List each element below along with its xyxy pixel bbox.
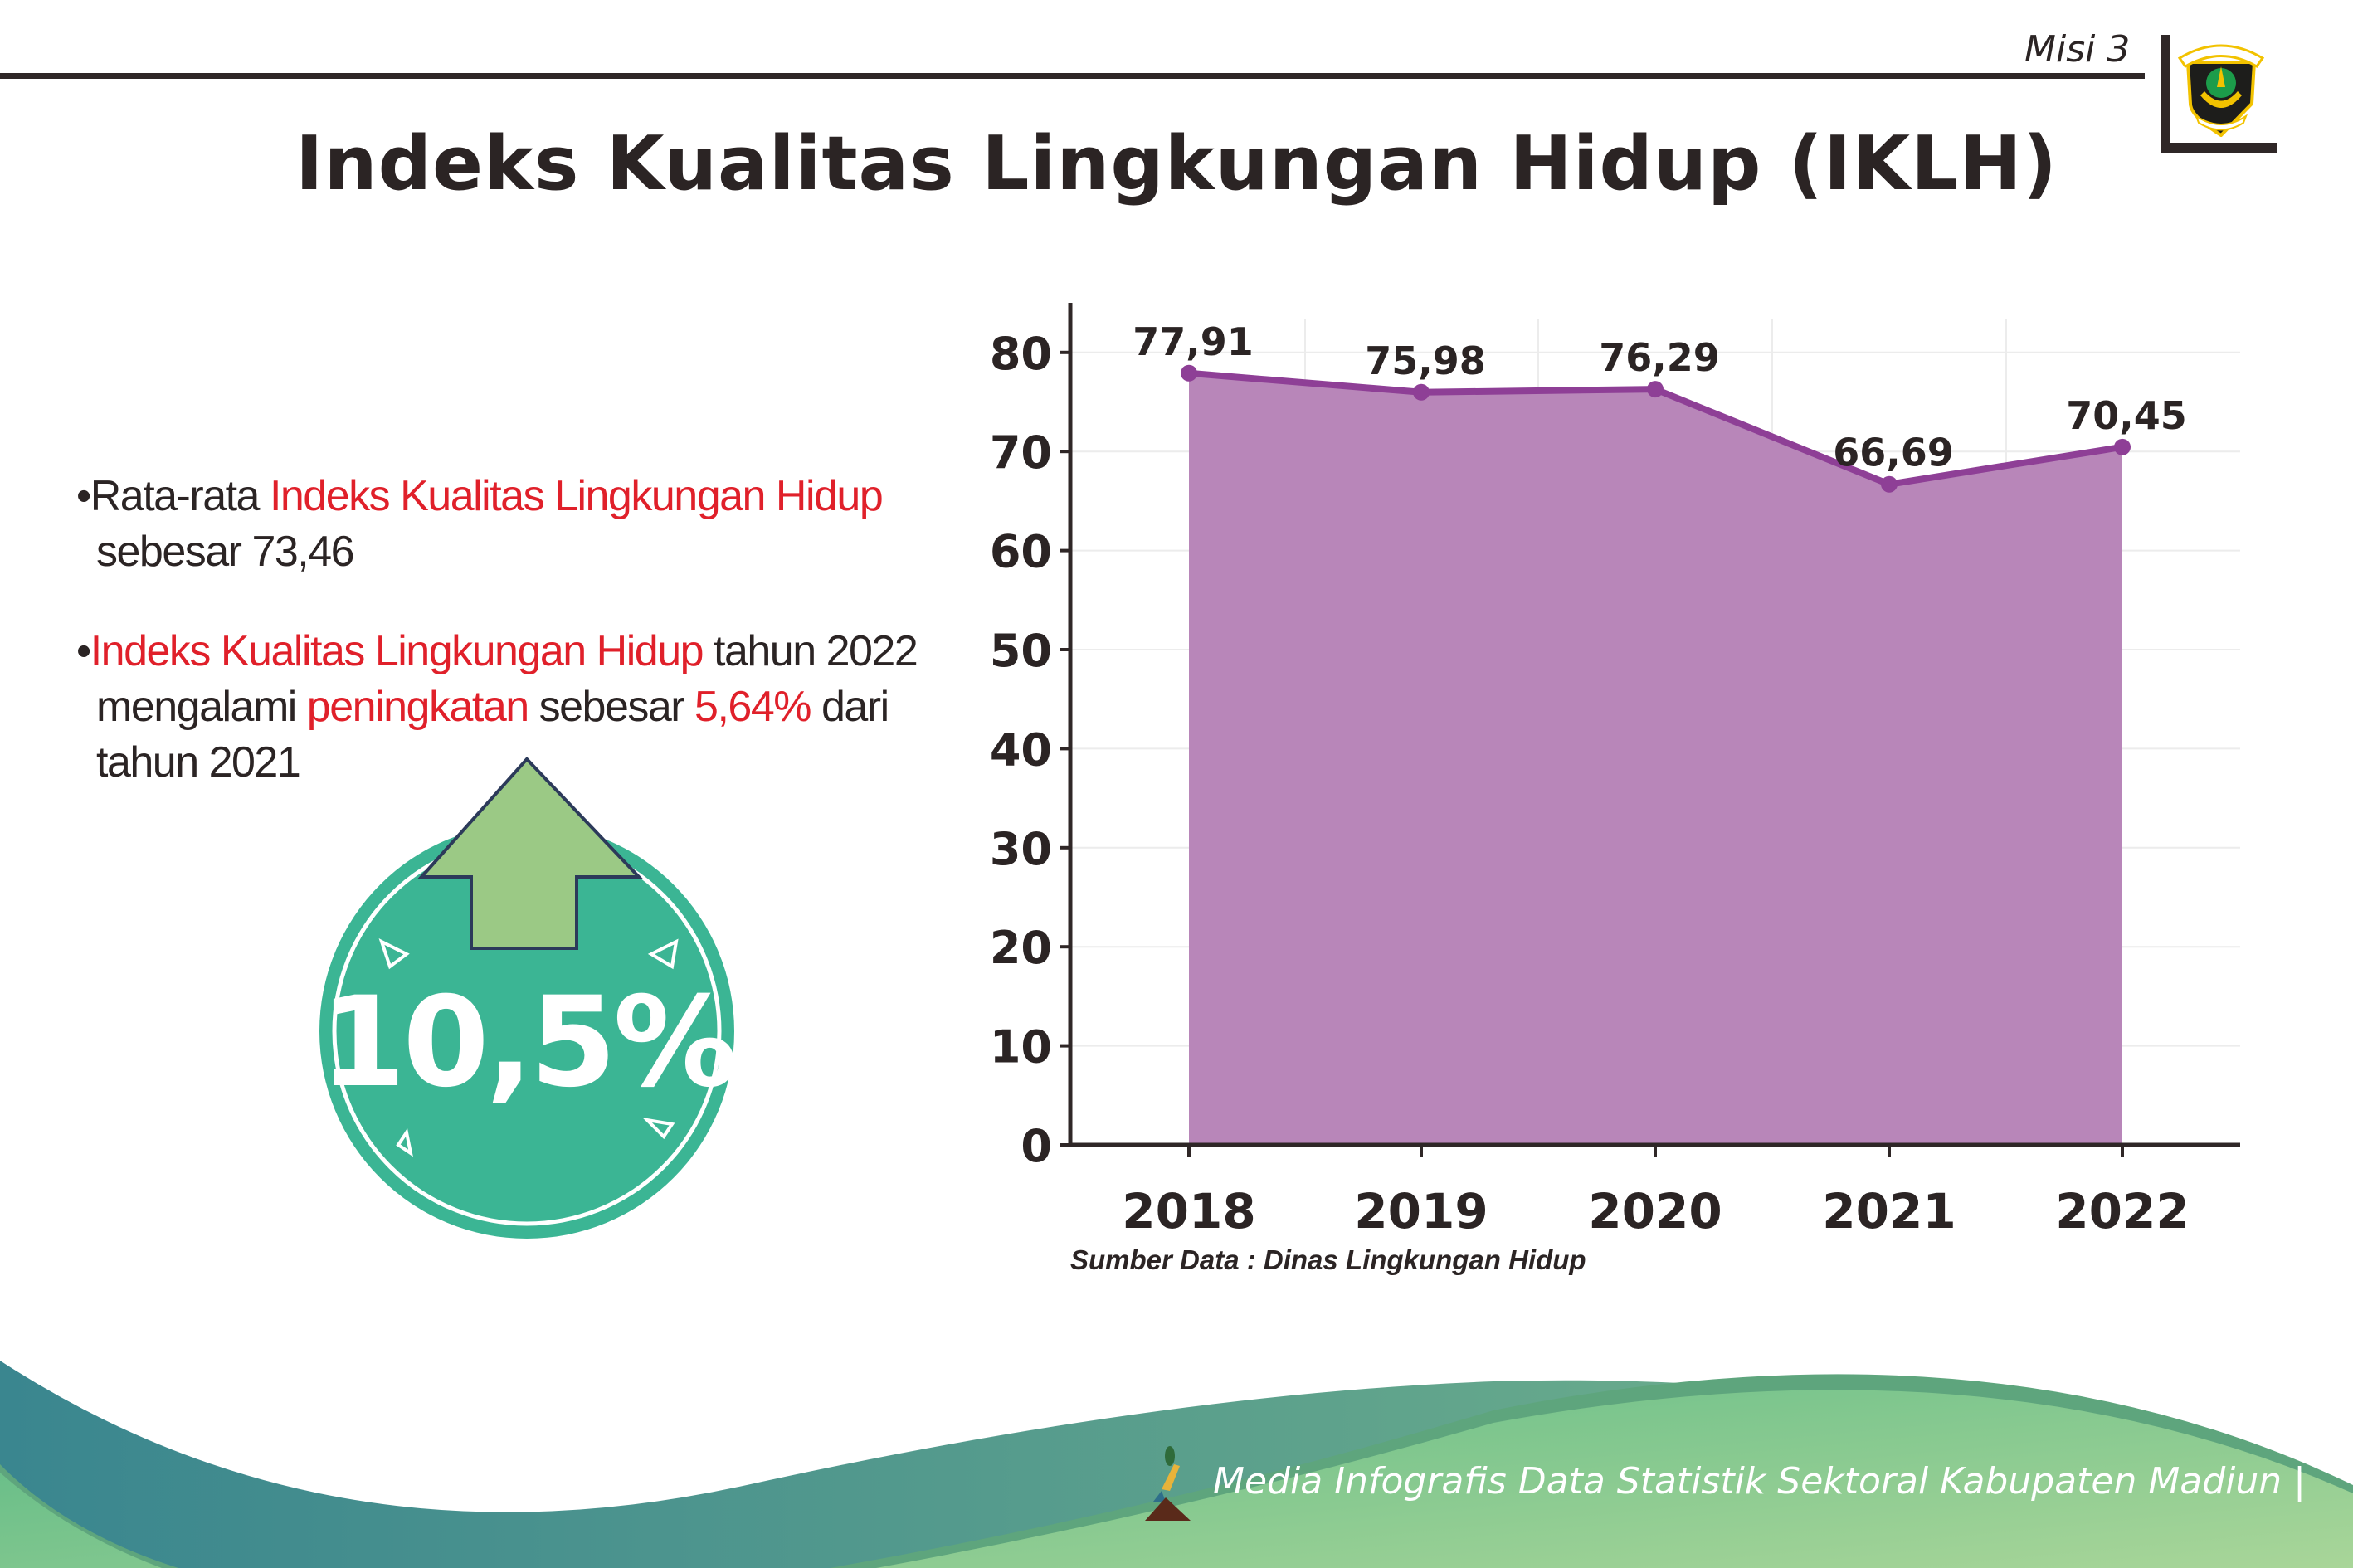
data-source: Sumber Data : Dinas Lingkungan Hidup [1070, 1244, 1586, 1275]
bullet-text: Rata-rata [90, 472, 270, 520]
x-tick-label: 2018 [1122, 1183, 1255, 1236]
bullet-text: tahun 2022 [703, 627, 918, 675]
data-point [1881, 475, 1898, 493]
y-tick-label: 80 [990, 328, 1052, 380]
growth-value: 10,5% [319, 971, 738, 1115]
bullet-highlight: Indeks Kualitas Lingkungan Hidup [90, 627, 704, 675]
bullet-text: tahun 2021 [96, 738, 301, 786]
header-bracket-base [2161, 143, 2277, 153]
y-tick-label: 50 [990, 625, 1052, 677]
bullet-highlight: 5,64% [694, 683, 811, 731]
bullet-highlight: Indeks Kualitas Lingkungan Hidup [269, 472, 884, 520]
bullet-increase: •Indeks Kualitas Lingkungan Hidup tahun … [76, 624, 939, 791]
data-label: 75,98 [1365, 338, 1486, 383]
growth-badge [319, 757, 734, 1239]
bullet-text: sebesar 73,46 [96, 528, 355, 576]
footer-text: Media Infografis Data Statistik Sektoral… [1213, 1460, 2306, 1502]
x-tick-label: 2021 [1822, 1183, 1956, 1236]
x-tick-label: 2019 [1354, 1183, 1488, 1236]
kabupaten-madiun-emblem [2177, 44, 2265, 137]
data-point [1413, 383, 1430, 401]
mascot-logo [1145, 1446, 1191, 1521]
y-tick-label: 30 [990, 823, 1052, 875]
data-label: 77,91 [1133, 319, 1254, 364]
data-point [1181, 364, 1197, 382]
arrow-up-icon [417, 757, 643, 950]
data-label: 66,69 [1833, 431, 1954, 475]
data-label: 76,29 [1599, 335, 1720, 380]
y-tick-label: 20 [990, 922, 1052, 974]
iklh-area-chart: 0 10 20 30 40 50 60 70 80 77,91 2018 75,98 2019 76,29… [990, 303, 2240, 1236]
x-tick-label: 2022 [2055, 1183, 2189, 1236]
area-fill [1189, 373, 2122, 1145]
data-point [2114, 438, 2131, 455]
bullet-text: dari [811, 683, 889, 731]
section-label: Misi 3 [2024, 28, 2131, 71]
data-label: 70,45 [2066, 393, 2187, 438]
footer-wave [0, 1361, 2353, 1568]
bullet-text: sebesar [528, 683, 695, 731]
x-tick-label: 2020 [1588, 1183, 1722, 1236]
y-tick-label: 10 [990, 1021, 1052, 1074]
y-tick-label: 0 [1021, 1120, 1052, 1172]
y-tick-label: 60 [990, 526, 1052, 578]
header-rule [0, 73, 2145, 79]
bullet-average: •Rata-rata Indeks Kualitas Lingkungan Hi… [76, 469, 939, 580]
header-bracket [2161, 35, 2170, 151]
y-tick-label: 70 [990, 426, 1052, 479]
bullet-highlight: peningkatan [306, 683, 529, 731]
data-point [1647, 381, 1664, 398]
page-title: Indeks Kualitas Lingkungan Hidup (IKLH) [295, 120, 2058, 207]
bullet-text: mengalami [96, 683, 307, 731]
y-tick-label: 40 [990, 723, 1052, 776]
